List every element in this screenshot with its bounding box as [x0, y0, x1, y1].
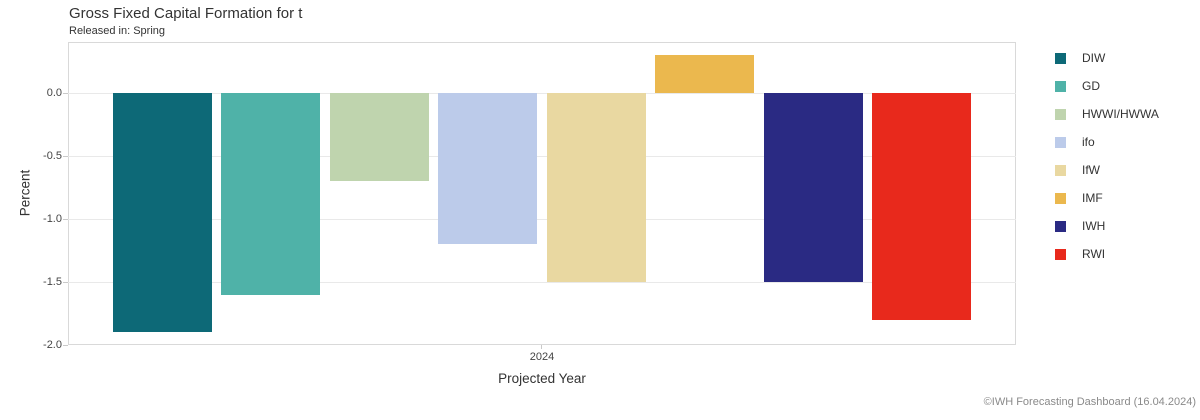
chart-subtitle: Released in: Spring — [69, 25, 166, 37]
legend-item-ifo[interactable]: ifo — [1055, 128, 1159, 156]
legend-item-RWI[interactable]: RWI — [1055, 240, 1159, 268]
y-tick-label: -2.0 — [43, 339, 62, 351]
gridline — [68, 155, 1016, 157]
y-tick-label: -1.0 — [43, 212, 62, 225]
y-tick-mark — [63, 155, 68, 157]
legend-swatch — [1055, 248, 1066, 260]
y-tick-mark — [63, 92, 68, 94]
y-tick-mark — [63, 345, 68, 346]
bar-IfW[interactable] — [546, 92, 646, 282]
x-tick-label: 2024 — [529, 351, 555, 363]
x-tick-mark — [541, 345, 542, 349]
legend-swatch — [1055, 108, 1066, 120]
y-tick-label: -0.5 — [43, 149, 62, 162]
legend-label: GD — [1082, 79, 1100, 93]
bar-ifo[interactable] — [438, 92, 538, 244]
y-tick-label: -1.5 — [43, 275, 62, 288]
legend-label: IMF — [1082, 191, 1103, 205]
legend-label: IWH — [1082, 219, 1106, 233]
legend-label: DIW — [1082, 51, 1106, 65]
footer-credit: ©IWH Forecasting Dashboard (16.04.2024) — [983, 396, 1196, 408]
legend: DIW GD HWWI/HWWA ifo IfW IMF IWH RWI — [1055, 44, 1159, 268]
legend-swatch — [1055, 164, 1066, 176]
legend-label: RWI — [1082, 247, 1106, 261]
legend-label: IfW — [1082, 163, 1100, 177]
legend-item-IMF[interactable]: IMF — [1055, 184, 1159, 212]
legend-item-HWWI/HWWA[interactable]: HWWI/HWWA — [1055, 100, 1159, 128]
bar-DIW[interactable] — [113, 92, 212, 333]
bar-RWI[interactable] — [872, 92, 971, 320]
legend-label: HWWI/HWWA — [1082, 107, 1159, 121]
chart-title: Gross Fixed Capital Formation for t — [69, 5, 303, 22]
legend-label: ifo — [1082, 135, 1095, 149]
legend-swatch — [1055, 220, 1066, 232]
legend-item-IfW[interactable]: IfW — [1055, 156, 1159, 184]
legend-swatch — [1055, 52, 1066, 64]
legend-swatch — [1055, 192, 1066, 204]
legend-item-GD[interactable]: GD — [1055, 72, 1159, 100]
legend-item-DIW[interactable]: DIW — [1055, 44, 1159, 72]
y-tick-mark — [63, 218, 68, 220]
bar-IMF[interactable] — [655, 54, 755, 93]
gridline — [68, 218, 1016, 220]
y-axis-title: Percent — [17, 169, 33, 217]
bar-IWH[interactable] — [763, 92, 863, 282]
legend-swatch — [1055, 136, 1066, 148]
gridline — [68, 92, 1016, 94]
x-axis-title: Projected Year — [498, 371, 586, 386]
y-tick-label: 0.0 — [46, 86, 62, 99]
gridline — [68, 281, 1016, 283]
plot-area — [68, 42, 1016, 345]
y-tick-mark — [63, 281, 68, 283]
legend-item-IWH[interactable]: IWH — [1055, 212, 1159, 240]
bar-GD[interactable] — [221, 92, 321, 295]
legend-swatch — [1055, 80, 1066, 92]
bar-HWWI/HWWA[interactable] — [329, 92, 429, 181]
